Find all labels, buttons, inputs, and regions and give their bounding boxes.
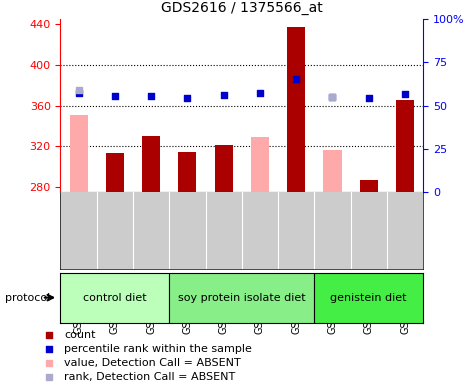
Bar — [215, 145, 233, 192]
Point — [292, 76, 300, 82]
Bar — [179, 152, 196, 192]
Point — [111, 93, 119, 99]
Bar — [106, 153, 124, 192]
Text: value, Detection Call = ABSENT: value, Detection Call = ABSENT — [64, 358, 241, 368]
Point — [45, 346, 53, 352]
Point — [45, 374, 53, 380]
Point — [365, 95, 372, 101]
Bar — [360, 180, 378, 192]
Point — [401, 91, 409, 98]
Point — [45, 360, 53, 366]
Point — [75, 87, 82, 93]
Point — [329, 94, 336, 101]
Text: rank, Detection Call = ABSENT: rank, Detection Call = ABSENT — [64, 372, 235, 382]
Text: protocol: protocol — [5, 293, 50, 303]
Point — [184, 95, 191, 101]
Point — [256, 90, 264, 96]
Text: count: count — [64, 330, 96, 340]
Point — [45, 332, 53, 338]
Bar — [142, 136, 160, 192]
Text: percentile rank within the sample: percentile rank within the sample — [64, 344, 252, 354]
Text: genistein diet: genistein diet — [331, 293, 407, 303]
Point — [147, 93, 155, 99]
Title: GDS2616 / 1375566_at: GDS2616 / 1375566_at — [161, 2, 323, 15]
Bar — [396, 99, 414, 192]
Bar — [251, 137, 269, 192]
Point — [220, 93, 227, 99]
Point — [75, 90, 82, 96]
Text: soy protein isolate diet: soy protein isolate diet — [178, 293, 306, 303]
Bar — [324, 150, 341, 192]
Bar — [70, 115, 87, 192]
Point — [329, 94, 336, 101]
Bar — [287, 27, 305, 192]
Text: control diet: control diet — [83, 293, 146, 303]
